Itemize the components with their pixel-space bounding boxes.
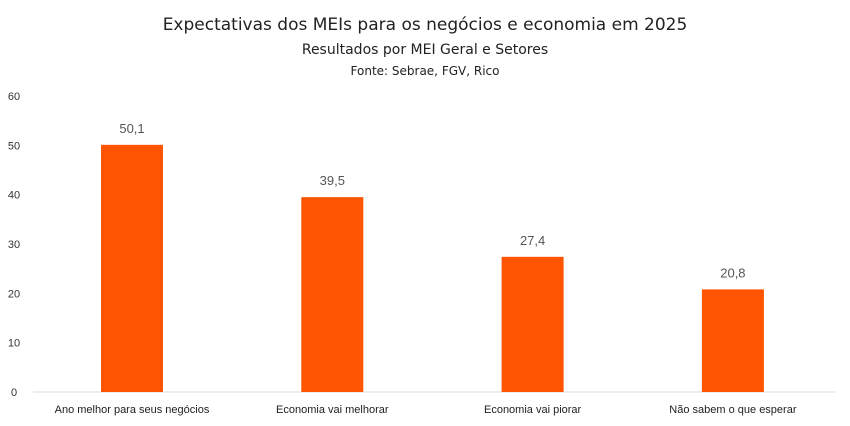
- bar: [701, 289, 764, 392]
- chart-subtitle: Resultados por MEI Geral e Setores: [302, 42, 548, 58]
- bar: [301, 197, 364, 392]
- data-label: 50,1: [119, 121, 144, 136]
- data-label: 20,8: [720, 265, 745, 280]
- x-tick-label: Não sabem o que esperar: [669, 404, 797, 416]
- bar: [101, 144, 163, 392]
- x-tick-label: Economia vai melhorar: [276, 404, 389, 416]
- bar: [501, 256, 564, 392]
- y-tick-label: 40: [8, 190, 20, 202]
- x-tick-label: Economia vai piorar: [484, 404, 582, 416]
- y-tick-label: 60: [8, 91, 20, 103]
- y-tick-label: 10: [8, 338, 20, 350]
- y-tick-label: 50: [8, 140, 20, 152]
- chart-source: Fonte: Sebrae, FGV, Rico: [351, 64, 500, 78]
- y-tick-label: 0: [11, 387, 17, 399]
- y-tick-label: 20: [8, 288, 20, 300]
- chart-title: Expectativas dos MEIs para os negócios e…: [163, 15, 688, 35]
- data-label: 39,5: [320, 173, 345, 188]
- data-label: 27,4: [520, 233, 545, 248]
- x-tick-label: Ano melhor para seus negócios: [55, 404, 210, 416]
- y-tick-label: 30: [8, 239, 20, 251]
